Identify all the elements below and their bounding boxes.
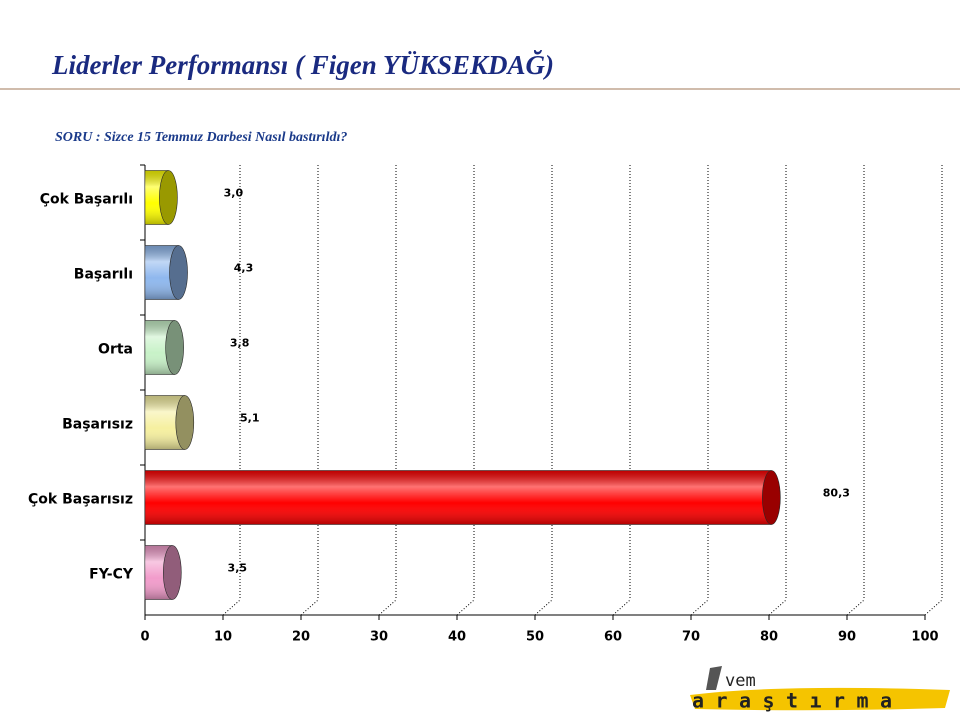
x-tick-label: 20 (292, 630, 310, 645)
bar-cap-shade (175, 395, 194, 450)
bar (144, 545, 182, 600)
chart-subtitle: SORU : Sizce 15 Temmuz Darbesi Nasıl bas… (55, 130, 347, 145)
bar-cap-shade (762, 470, 781, 525)
bar (144, 470, 781, 525)
x-tick-label: 70 (682, 630, 700, 645)
logo-bottom: araştırma (692, 689, 892, 713)
x-tick-label: 80 (760, 630, 778, 645)
x-tick-label: 30 (370, 630, 388, 645)
x-tick-label: 100 (911, 630, 938, 645)
grid-depth (846, 599, 865, 616)
logo-top: vem (725, 671, 756, 691)
logo: vem araştırma (690, 666, 950, 713)
y-tick-label: Çok Başarılı (40, 192, 133, 208)
grid-depth (378, 599, 397, 616)
logo-mark (706, 666, 722, 690)
y-tick-label: FY-CY (89, 567, 134, 583)
bar-cap-shade (163, 545, 182, 600)
value-label: 3,8 (230, 337, 250, 350)
y-tick-label: Başarılı (74, 267, 133, 283)
x-tick-label: 90 (838, 630, 856, 645)
grid-depth (534, 599, 553, 616)
x-tick-label: 50 (526, 630, 544, 645)
logo-brush (690, 687, 950, 711)
bar-cap (762, 470, 781, 525)
grid-depth (456, 599, 475, 616)
bar-cap-shade (159, 170, 178, 225)
grid-depth (690, 599, 709, 616)
value-label: 5,1 (240, 412, 260, 425)
bar-shine (145, 470, 772, 525)
y-tick-label: Orta (98, 342, 133, 358)
bar-cap-shade (169, 245, 188, 300)
bar-cap (163, 545, 182, 600)
grid-depth (924, 599, 943, 616)
bar-cap (165, 320, 184, 375)
value-label: 3,0 (224, 187, 244, 200)
value-label: 80,3 (823, 487, 850, 500)
value-label: 3,5 (228, 562, 248, 575)
bar (144, 170, 178, 225)
bar (144, 395, 195, 450)
grid-depth (768, 599, 787, 616)
value-label: 4,3 (234, 262, 254, 275)
x-tick-label: 10 (214, 630, 232, 645)
bar-cap (169, 245, 188, 300)
y-tick-label: Çok Başarısız (28, 492, 133, 508)
x-tick-label: 60 (604, 630, 622, 645)
grid-depth (222, 599, 241, 616)
grid-depth (612, 599, 631, 616)
x-tick-label: 40 (448, 630, 466, 645)
bar-cap-shade (165, 320, 184, 375)
bar-cap (159, 170, 178, 225)
x-tick-label: 0 (140, 630, 149, 645)
bar (144, 245, 188, 300)
chart-title: Liderler Performansı ( Figen YÜKSEKDAĞ) (51, 50, 554, 80)
grid-depth (300, 599, 319, 616)
bar-cap (175, 395, 195, 450)
y-tick-label: Başarısız (62, 417, 133, 433)
bar (144, 320, 184, 375)
